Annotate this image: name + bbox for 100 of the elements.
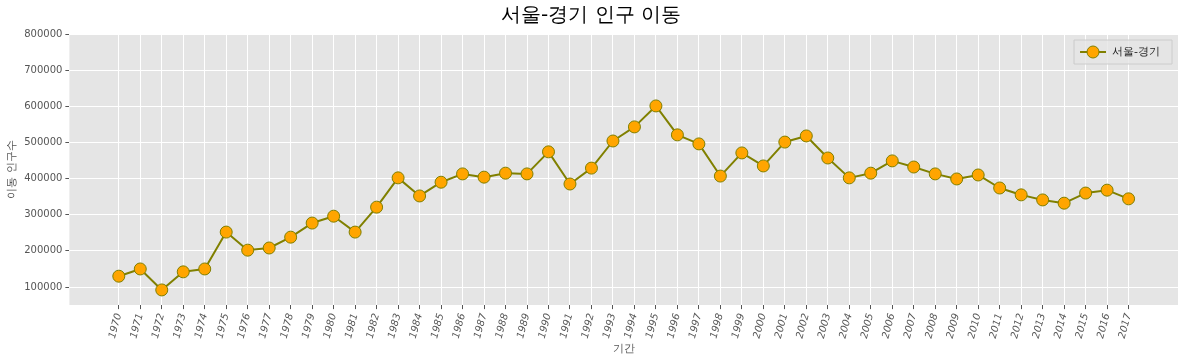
x-tick-label: 1980 xyxy=(320,312,339,340)
x-tick-label: 1989 xyxy=(514,312,532,340)
y-tick-label: 500000 xyxy=(24,136,63,148)
point xyxy=(434,175,448,189)
point xyxy=(499,166,513,180)
point xyxy=(864,166,878,180)
point xyxy=(584,161,598,175)
point xyxy=(456,167,470,181)
x-tick-label: 2013 xyxy=(1029,312,1048,340)
x-tick-label: 1990 xyxy=(535,312,553,340)
x-tick-label: 1987 xyxy=(471,311,489,340)
point xyxy=(842,171,856,185)
x-tick-label: 2008 xyxy=(922,312,940,340)
x-tick-label: 1988 xyxy=(492,312,510,340)
x-tick-label: 2004 xyxy=(836,312,854,340)
x-tick-label: 2015 xyxy=(1072,312,1091,340)
x-tick-label: 1984 xyxy=(406,312,425,340)
point xyxy=(1122,192,1136,206)
point xyxy=(907,160,921,174)
x-tick-label: 2012 xyxy=(1008,312,1026,340)
point xyxy=(692,137,706,151)
point xyxy=(262,241,276,255)
x-tick-label: 1976 xyxy=(234,312,253,340)
x-tick-label: 1985 xyxy=(428,312,446,340)
point xyxy=(950,172,964,186)
x-tick-label: 1978 xyxy=(277,312,296,340)
point xyxy=(541,145,555,159)
x-tick-label: 1992 xyxy=(578,312,596,340)
point xyxy=(284,230,298,244)
x-tick-label: 2009 xyxy=(943,312,962,340)
x-tick-label: 1993 xyxy=(600,312,618,340)
point xyxy=(155,283,169,297)
x-tick-label: 2003 xyxy=(815,312,833,340)
point xyxy=(563,177,577,191)
chart-title: 서울-경기 인구 이동 xyxy=(501,2,681,27)
point xyxy=(821,151,835,165)
point xyxy=(1079,186,1093,200)
x-tick-label: 1995 xyxy=(643,312,661,340)
x-tick-label: 1986 xyxy=(449,312,467,340)
point xyxy=(1057,196,1071,210)
point xyxy=(370,200,384,214)
point xyxy=(198,262,212,276)
point xyxy=(1036,193,1050,207)
y-tick-label: 600000 xyxy=(24,99,63,111)
point xyxy=(1100,183,1114,197)
x-tick-label: 2007 xyxy=(900,311,919,340)
x-tick-label: 1972 xyxy=(148,312,167,340)
x-tick-label: 1974 xyxy=(191,312,210,340)
x-tick-label: 1994 xyxy=(621,312,639,340)
point xyxy=(606,134,620,148)
point xyxy=(971,168,985,182)
x-tick-label: 1996 xyxy=(664,312,682,340)
point xyxy=(413,189,427,203)
point xyxy=(735,146,749,160)
x-tick-label: 1981 xyxy=(342,312,360,340)
point xyxy=(348,225,362,239)
point xyxy=(713,169,727,183)
point xyxy=(391,171,405,185)
x-tick-label: 1998 xyxy=(707,312,725,340)
x-tick-label: 2017 xyxy=(1115,311,1134,340)
x-tick-label: 2002 xyxy=(793,312,811,340)
x-tick-label: 2005 xyxy=(857,312,876,340)
y-axis-title: 이동 인구수 xyxy=(5,140,19,199)
x-tick-label: 2006 xyxy=(879,312,897,340)
x-tick-label: 1977 xyxy=(256,311,274,340)
point xyxy=(799,129,813,143)
point xyxy=(928,167,942,181)
point xyxy=(649,99,663,113)
x-tick-label: 1979 xyxy=(299,312,317,340)
point xyxy=(885,154,899,168)
x-tick-label: 1973 xyxy=(170,312,188,340)
x-tick-label: 2001 xyxy=(772,312,790,340)
legend-label: 서울-경기 xyxy=(1112,44,1161,58)
x-tick-label: 1999 xyxy=(729,312,747,340)
x-tick-label: 1983 xyxy=(385,312,403,340)
y-tick-label: 100000 xyxy=(24,280,63,292)
point xyxy=(778,135,792,149)
x-axis-title: 기간 xyxy=(612,342,635,356)
y-tick-label: 300000 xyxy=(24,208,63,220)
point xyxy=(241,243,255,257)
x-tick-label: 2016 xyxy=(1094,312,1112,340)
x-tick-label: 2011 xyxy=(986,312,1005,340)
x-tick-label: 1997 xyxy=(686,311,704,340)
point xyxy=(219,225,233,239)
x-tick-label: 2014 xyxy=(1051,312,1069,340)
point xyxy=(477,170,491,184)
point xyxy=(670,128,684,142)
point xyxy=(756,159,770,173)
x-tick-label: 2010 xyxy=(965,312,983,340)
point xyxy=(327,209,341,223)
point xyxy=(112,269,126,283)
x-tick-label: 1975 xyxy=(213,312,231,340)
x-tick-label: 2000 xyxy=(750,312,768,340)
x-tick-label: 1970 xyxy=(106,312,124,340)
x-tick-label: 1982 xyxy=(363,312,382,340)
point xyxy=(520,167,534,181)
x-tick-label: 1971 xyxy=(127,312,145,340)
y-tick-label: 200000 xyxy=(24,244,63,256)
point xyxy=(176,265,190,279)
point xyxy=(133,262,147,276)
